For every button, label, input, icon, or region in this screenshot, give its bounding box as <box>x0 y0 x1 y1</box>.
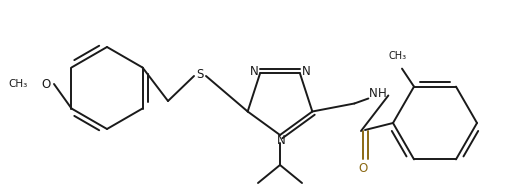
Text: N: N <box>369 87 378 100</box>
Text: O: O <box>42 78 50 91</box>
Text: N: N <box>277 134 285 147</box>
Text: O: O <box>358 163 368 176</box>
Text: CH₃: CH₃ <box>9 79 28 89</box>
Text: H: H <box>378 87 387 100</box>
Text: N: N <box>302 65 310 78</box>
Text: N: N <box>250 65 258 78</box>
Text: CH₃: CH₃ <box>389 51 407 61</box>
Text: S: S <box>197 67 204 80</box>
